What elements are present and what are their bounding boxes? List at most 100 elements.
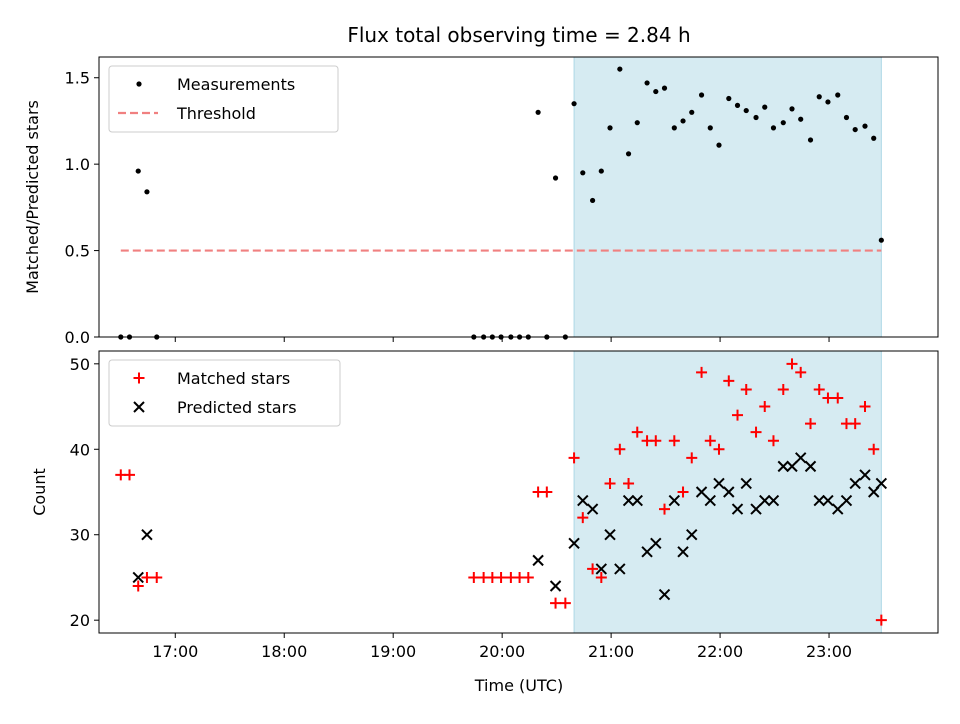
- matched-stars-point: [704, 435, 716, 447]
- matched-stars-point: [849, 418, 861, 430]
- predicted-stars-point: [695, 486, 708, 498]
- measurements-point: [770, 125, 777, 131]
- measurements-point: [807, 137, 814, 143]
- measurements-point: [644, 80, 650, 86]
- matched-stars-point: [568, 452, 580, 464]
- predicted-stars-point: [723, 486, 735, 498]
- measurements-point: [862, 123, 868, 129]
- measurements-point: [552, 175, 559, 181]
- measurements-point: [816, 94, 822, 100]
- legend-marker-measurements: [136, 81, 142, 87]
- y-tick-label: 1.5: [65, 69, 90, 88]
- matched-stars-point: [813, 383, 825, 395]
- y-tick-label: 20: [70, 611, 90, 630]
- matched-stars-point: [541, 486, 553, 498]
- predicted-stars-point: [568, 537, 580, 549]
- matched-stars-point: [587, 563, 599, 575]
- x-tick-label: 20:00: [479, 642, 525, 661]
- predicted-stars-point: [795, 452, 807, 464]
- legend-label: Threshold: [176, 104, 256, 123]
- predicted-stars-point: [840, 494, 853, 507]
- measurements-point: [878, 237, 884, 243]
- legend-marker-matched-stars: [133, 372, 145, 384]
- legend-box: [108, 65, 339, 133]
- y-tick-label: 40: [70, 440, 90, 459]
- matched-stars-point: [859, 401, 871, 413]
- matched-stars-point: [668, 435, 680, 447]
- matched-stars-point: [495, 571, 507, 583]
- measurements-point: [716, 142, 722, 148]
- predicted-stars-point: [650, 537, 662, 549]
- matched-stars-point: [795, 366, 807, 378]
- x-tick-label: 21:00: [588, 642, 634, 661]
- matched-stars-point: [805, 418, 817, 430]
- measurements-point: [707, 125, 713, 131]
- predicted-stars-point: [658, 588, 671, 601]
- matched-stars-point: [659, 503, 671, 515]
- matched-stars-point: [559, 597, 571, 609]
- predicted-stars-point: [668, 494, 681, 507]
- predicted-stars-point: [641, 546, 653, 558]
- y-tick-label: 30: [70, 526, 90, 545]
- matched-stars-point: [777, 383, 789, 395]
- predicted-stars-point: [713, 477, 725, 490]
- measurements-point: [753, 114, 759, 121]
- measurements-point: [144, 189, 150, 195]
- measurements-point: [135, 168, 141, 174]
- predicted-stars-point: [622, 494, 635, 507]
- measurements-point: [871, 135, 877, 141]
- predicted-stars-point: [804, 460, 817, 473]
- measurements-point: [634, 120, 640, 126]
- predicted-stars-point: [832, 503, 844, 515]
- predicted-stars-point: [686, 529, 698, 541]
- predicted-stars-point: [859, 469, 871, 481]
- matched-stars-point: [151, 571, 163, 583]
- y-tick-label: 50: [70, 355, 90, 374]
- legend-label: Matched stars: [177, 369, 290, 388]
- matched-stars-point: [759, 401, 771, 413]
- predicted-stars-point: [875, 477, 888, 490]
- predicted-stars-point: [740, 477, 752, 490]
- predicted-stars-point: [704, 494, 716, 507]
- measurements-point: [535, 109, 541, 115]
- measurements-point: [617, 66, 623, 72]
- predicted-stars-point: [759, 494, 771, 507]
- matched-stars-point: [868, 443, 880, 455]
- matched-stars-point: [623, 477, 635, 489]
- predicted-stars-point: [141, 529, 153, 541]
- measurements-point: [589, 197, 596, 204]
- predicted-stars-point: [677, 546, 689, 558]
- matched-stars-point: [132, 580, 144, 592]
- measurements-point: [825, 99, 831, 105]
- matched-stars-point: [767, 435, 779, 447]
- predicted-stars-point: [586, 503, 599, 515]
- predicted-stars-point: [132, 571, 144, 584]
- matched-stars-point: [677, 486, 689, 498]
- matched-stars-point: [740, 383, 752, 395]
- matched-stars-point: [686, 452, 698, 464]
- legend-label: Predicted stars: [177, 398, 297, 417]
- predicted-stars-point: [822, 494, 834, 507]
- ratio-panel: 0.0 0.5 1.0 1.5 Matched/Predicted stars Mea…: [23, 56, 939, 347]
- count-panel-frame: [98, 350, 939, 634]
- y-tick-label: 1.0: [65, 155, 90, 174]
- predicted-stars-point: [813, 494, 825, 507]
- measurements-point: [726, 95, 732, 102]
- legend-label: Measurements: [177, 75, 295, 94]
- measurements-point: [689, 109, 695, 115]
- measurements-point: [852, 126, 858, 133]
- ratio-y-axis-label: Matched/Predicted stars: [23, 100, 42, 294]
- measurements-point: [734, 102, 741, 108]
- measurements-point: [661, 85, 668, 91]
- predicted-stars-point: [767, 494, 780, 507]
- predicted-stars-point: [750, 503, 762, 515]
- measurements-point: [571, 101, 577, 107]
- y-tick-label: 0.5: [65, 242, 90, 261]
- matched-stars-point: [550, 597, 562, 609]
- ratio-legend: Measurements Threshold: [108, 65, 339, 133]
- measurements-point: [762, 104, 768, 110]
- count-y-axis-label: Count: [30, 468, 49, 516]
- matched-stars-point: [124, 469, 136, 481]
- ratio-panel-frame: [98, 56, 939, 338]
